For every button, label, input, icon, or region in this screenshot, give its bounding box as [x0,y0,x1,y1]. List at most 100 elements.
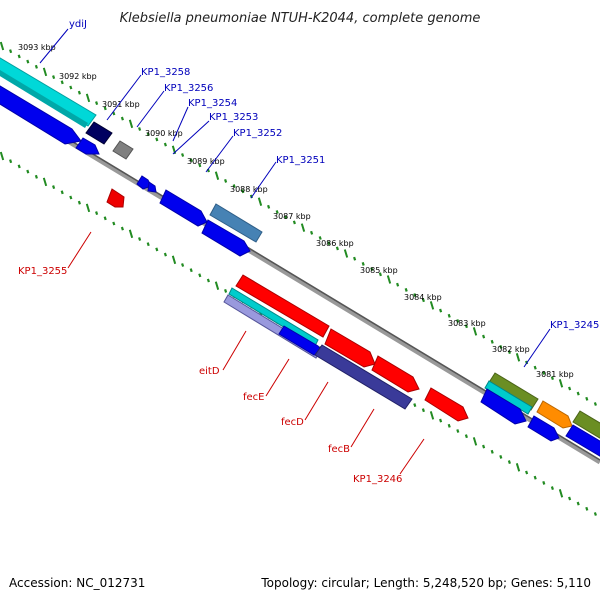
gene-label-fecE[interactable]: fecE [243,392,265,403]
tick-minor [482,444,486,449]
tick-minor [447,423,451,428]
gene-arrow-KP1_3258[interactable] [85,121,113,145]
gene-arrow-ydiJ[interactable] [0,52,97,127]
tick-minor [275,210,279,214]
tick-minor [163,252,167,257]
gene-arrow-KP1_3256[interactable] [112,140,134,160]
tick-minor [198,163,202,168]
tick-minor [189,268,193,273]
tick-minor [292,220,296,225]
tick-minor [26,59,30,64]
tick-minor [421,408,425,413]
tick-minor [69,85,73,90]
gene-label-KP1_3254[interactable]: KP1_3254 [188,98,237,109]
tick-major [515,463,521,472]
tick-minor [335,246,339,251]
gene-label-KP1_3256[interactable]: KP1_3256 [164,83,213,94]
tick-minor [533,475,537,480]
scale-label: 3087 kbp [273,212,311,221]
tick-minor [146,132,150,137]
tick-minor [52,75,56,80]
gene-arrow-upper-blue-1[interactable] [0,80,82,145]
tick-minor [593,512,597,516]
tick-minor [310,230,314,235]
gene-arrow-olive-right[interactable] [572,410,600,440]
gene-arrow-KP1_3252[interactable] [159,189,208,227]
gene-arrow-blue-right-1[interactable] [480,388,527,425]
tick-minor [120,116,124,121]
tick-minor [112,221,116,226]
tick-minor [34,174,38,179]
scale-label: 3091 kbp [102,100,140,109]
gene-label-KP1_3252[interactable]: KP1_3252 [233,128,282,139]
gene-arrow-ydiJ-inner [0,70,88,128]
gene-arrow-red-2[interactable] [324,328,376,368]
tick-minor [163,142,167,147]
gene-arrow-blue-right-2[interactable] [527,415,560,442]
scale-label: 3081 kbp [536,370,574,379]
gene-arrow-KP1_3255[interactable] [106,188,125,208]
gene-label-KP1_3253[interactable]: KP1_3253 [209,112,258,123]
tick-track-outer [0,41,597,406]
tick-minor [439,418,443,423]
tick-minor [95,211,99,216]
tick-minor [34,64,38,69]
tick-minor [17,164,21,169]
tick-major [85,203,91,213]
tick-minor [267,204,271,209]
tick-minor [456,319,460,323]
scale-label: 3093 kbp [18,43,56,52]
scale-label: 3092 kbp [59,72,97,81]
tick-minor [181,153,185,157]
gene-arrow-blue-right-3[interactable] [565,424,600,458]
tick-minor [69,195,73,200]
gene-arrow-red-1[interactable] [235,274,330,338]
tick-minor [52,185,56,190]
gene-label-KP1_3258[interactable]: KP1_3258 [141,67,190,78]
gene-label-KP1_3251[interactable]: KP1_3251 [276,155,325,166]
gene-features [0,52,600,458]
tick-minor [507,350,511,355]
gene-arrow-red-3[interactable] [371,355,420,393]
gene-label-KP1_3245[interactable]: KP1_3245 [550,320,599,331]
gene-arrow-orange[interactable] [536,400,573,429]
tick-minor [138,237,142,241]
gene-arrow-fecB[interactable] [314,344,413,410]
tick-minor [9,49,13,54]
tick-minor [232,184,236,189]
tick-minor [103,106,107,111]
gene-arrow-KP1_3251[interactable] [209,203,263,243]
tick-minor [60,190,64,195]
tick-minor [155,137,159,142]
gene-label-eitD[interactable]: eitD [199,366,220,377]
tick-minor [361,261,365,266]
tick-minor [396,282,400,287]
gene-arrow-red-4[interactable] [424,387,469,422]
gene-arrow-KP1_3246[interactable] [487,372,539,411]
gene-label-ydiJ[interactable]: ydiJ [69,19,87,30]
gene-label-KP1_3246[interactable]: KP1_3246 [353,474,402,485]
tick-minor [138,127,142,131]
gene-labels-lower: KP1_3255 eitD fecE fecD fecB KP1_3246 [18,266,402,485]
gene-arrow-KP1_3253[interactable] [147,181,157,193]
gene-label-KP1_3255[interactable]: KP1_3255 [18,266,67,277]
tick-minor [490,339,494,344]
gene-arrow-KP1_3254[interactable] [136,175,152,190]
tick-minor [568,496,572,501]
tick-minor [103,216,107,221]
tick-major [472,327,478,336]
tick-minor [542,370,546,375]
gene-arrow-upper-blue-2[interactable] [75,137,100,155]
gene-label-fecD[interactable]: fecD [281,417,304,428]
gene-arrow-KP1_3246-cyan[interactable] [484,380,533,415]
gene-label-fecB[interactable]: fecB [328,444,350,455]
tick-minor [284,215,288,220]
tick-major [257,197,263,206]
tick-minor [146,242,150,247]
tick-minor [378,272,382,277]
gene-arrow-upper-blue-3[interactable] [201,219,251,257]
tick-major [0,41,5,51]
tick-minor [224,178,228,183]
tick-minor [550,376,554,381]
